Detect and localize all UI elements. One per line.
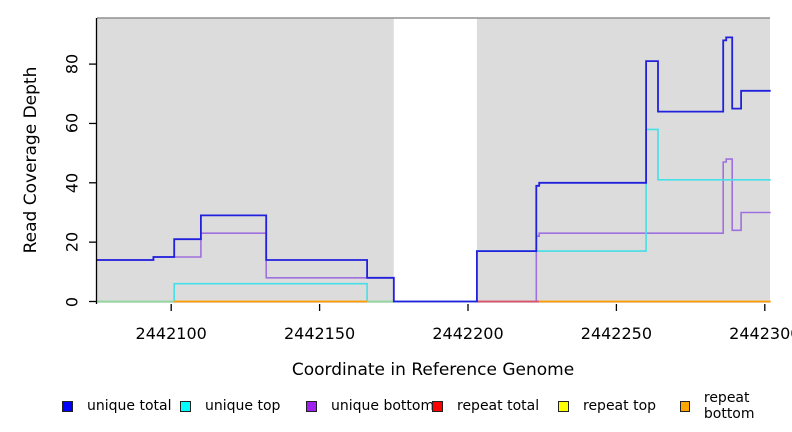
legend-swatch — [180, 400, 191, 412]
y-tick-label: 60 — [62, 113, 82, 134]
legend-swatch — [558, 400, 569, 412]
y-axis-title: Read Coverage Depth — [21, 66, 41, 254]
legend-item-repeat-total: repeat total — [432, 396, 539, 416]
y-tick-label: 0 — [62, 296, 82, 307]
legend-swatch — [62, 400, 73, 412]
legend-item-repeat-top: repeat top — [558, 396, 656, 416]
x-tick-label: 2442100 — [135, 324, 207, 343]
x-tick-label: 2442300 — [729, 324, 792, 343]
x-tick-label: 2442250 — [580, 324, 653, 343]
legend-swatch — [680, 400, 690, 412]
legend-label: repeat total — [457, 398, 540, 414]
y-tick-label: 80 — [62, 53, 82, 75]
series-line-unique-bottom — [97, 158, 771, 303]
legend-label: unique bottom — [331, 398, 435, 414]
legend-label: repeat top — [583, 398, 657, 414]
x-axis-title: Coordinate in Reference Genome — [291, 360, 575, 380]
y-tick-label: 20 — [62, 231, 82, 253]
x-tick-label: 2442150 — [283, 324, 356, 343]
legend-swatch — [306, 400, 317, 412]
legend-item-unique-total: unique total — [62, 396, 171, 416]
series-line-unique-total — [97, 36, 771, 303]
x-tick-label: 2442200 — [432, 324, 504, 343]
legend-item-unique-top: unique top — [180, 396, 280, 416]
coverage-gap-band — [393, 18, 477, 303]
legend-label: repeat bottom — [703, 390, 755, 422]
legend-item-repeat-bottom: repeat bottom — [680, 390, 792, 422]
legend-item-unique-bottom: unique bottom — [306, 396, 434, 416]
legend-label: unique top — [205, 398, 281, 414]
legend-swatch — [432, 400, 443, 412]
y-tick-label: 40 — [62, 172, 82, 193]
legend-label: unique total — [87, 398, 172, 414]
legend: unique total unique top unique bottom repea… — [0, 390, 792, 422]
